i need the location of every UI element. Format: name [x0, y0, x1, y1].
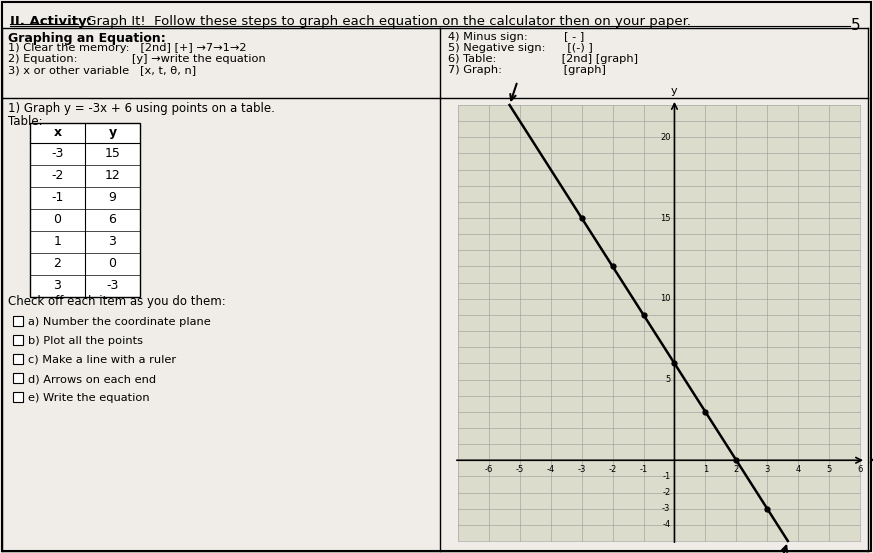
Text: 15: 15 — [660, 213, 670, 222]
FancyBboxPatch shape — [13, 373, 23, 383]
Text: x: x — [53, 126, 62, 139]
Text: Graph It!  Follow these steps to graph each equation on the calculator then on y: Graph It! Follow these steps to graph ea… — [82, 15, 691, 28]
Text: -4: -4 — [663, 520, 670, 529]
Text: 0: 0 — [53, 213, 61, 226]
Text: 6: 6 — [108, 213, 116, 226]
Text: 1) Clear the memory:   [2nd] [+] →7→1→2: 1) Clear the memory: [2nd] [+] →7→1→2 — [8, 43, 246, 53]
Text: -3: -3 — [578, 465, 586, 474]
Text: 20: 20 — [660, 133, 670, 142]
Text: -3: -3 — [107, 279, 119, 292]
Text: x: x — [869, 455, 873, 465]
Text: 5: 5 — [665, 375, 670, 384]
Text: -1: -1 — [663, 472, 670, 481]
Text: a) Number the coordinate plane: a) Number the coordinate plane — [28, 317, 210, 327]
Text: 3: 3 — [108, 235, 116, 248]
Text: 3) x or other variable   [x, t, θ, n]: 3) x or other variable [x, t, θ, n] — [8, 65, 196, 75]
Text: b) Plot all the points: b) Plot all the points — [28, 336, 143, 346]
Text: 2) Equation:               [y] →write the equation: 2) Equation: [y] →write the equation — [8, 54, 265, 64]
Text: -2: -2 — [663, 488, 670, 497]
Text: c) Make a line with a ruler: c) Make a line with a ruler — [28, 355, 176, 365]
Text: 4) Minus sign:          [ - ]: 4) Minus sign: [ - ] — [448, 32, 584, 42]
Text: Check off each item as you do them:: Check off each item as you do them: — [8, 295, 226, 308]
Text: 2: 2 — [53, 257, 61, 270]
Text: 12: 12 — [105, 169, 120, 182]
Text: 3: 3 — [765, 465, 770, 474]
FancyBboxPatch shape — [13, 354, 23, 364]
Text: 6: 6 — [857, 465, 863, 474]
Text: 1) Graph y = -3x + 6 using points on a table.: 1) Graph y = -3x + 6 using points on a t… — [8, 102, 275, 115]
Text: II. Activity:: II. Activity: — [10, 15, 92, 28]
Text: -1: -1 — [639, 465, 648, 474]
FancyBboxPatch shape — [30, 123, 140, 297]
Text: 5: 5 — [850, 18, 860, 33]
Text: -5: -5 — [516, 465, 524, 474]
Text: d) Arrows on each end: d) Arrows on each end — [28, 374, 156, 384]
FancyBboxPatch shape — [13, 392, 23, 402]
Text: Graphing an Equation:: Graphing an Equation: — [8, 32, 166, 45]
Text: 2: 2 — [733, 465, 739, 474]
Text: y: y — [108, 126, 117, 139]
Text: 6) Table:                  [2nd] [graph]: 6) Table: [2nd] [graph] — [448, 54, 638, 64]
Text: -3: -3 — [662, 504, 670, 513]
Text: 15: 15 — [105, 147, 120, 160]
Text: 1: 1 — [703, 465, 708, 474]
Text: 10: 10 — [660, 294, 670, 303]
Text: -3: -3 — [52, 147, 64, 160]
Text: 5) Negative sign:      [(-) ]: 5) Negative sign: [(-) ] — [448, 43, 593, 53]
Text: 3: 3 — [53, 279, 61, 292]
FancyBboxPatch shape — [458, 105, 860, 541]
Text: 5: 5 — [827, 465, 832, 474]
Text: 7) Graph:                 [graph]: 7) Graph: [graph] — [448, 65, 606, 75]
Text: 4: 4 — [795, 465, 801, 474]
FancyBboxPatch shape — [13, 316, 23, 326]
FancyBboxPatch shape — [13, 335, 23, 345]
Text: y: y — [671, 86, 677, 96]
Text: 0: 0 — [108, 257, 116, 270]
Text: 9: 9 — [108, 191, 116, 204]
Text: e) Write the equation: e) Write the equation — [28, 393, 149, 403]
Text: -1: -1 — [52, 191, 64, 204]
Text: -2: -2 — [52, 169, 64, 182]
Text: -2: -2 — [608, 465, 616, 474]
Text: Table:: Table: — [8, 115, 43, 128]
Text: -6: -6 — [485, 465, 493, 474]
Text: 1: 1 — [53, 235, 61, 248]
Text: -4: -4 — [546, 465, 555, 474]
